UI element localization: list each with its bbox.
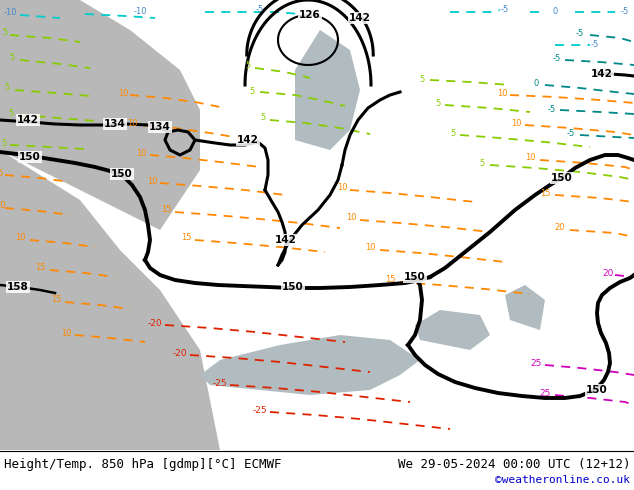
Polygon shape [415, 310, 490, 350]
Text: -25: -25 [212, 378, 228, 388]
Text: -10: -10 [3, 8, 16, 18]
Text: 5: 5 [261, 114, 266, 122]
Polygon shape [0, 0, 200, 230]
Text: 5: 5 [4, 83, 10, 93]
Text: 0: 0 [533, 78, 539, 88]
Text: 5: 5 [0, 169, 3, 177]
Text: 15: 15 [51, 295, 61, 304]
Text: -5: -5 [567, 128, 575, 138]
Text: 10: 10 [136, 148, 146, 157]
Polygon shape [200, 335, 420, 395]
Text: 10: 10 [511, 119, 521, 127]
Text: 10: 10 [525, 153, 535, 163]
Text: 10: 10 [146, 176, 157, 186]
Text: 15: 15 [540, 189, 550, 197]
Text: 10: 10 [15, 234, 25, 243]
Text: 5: 5 [419, 74, 425, 83]
Text: 5: 5 [3, 28, 8, 38]
Text: 10: 10 [365, 244, 375, 252]
Text: 142: 142 [237, 135, 259, 145]
Text: 5: 5 [450, 128, 456, 138]
Text: 0: 0 [552, 7, 558, 17]
Text: 158: 158 [7, 282, 29, 292]
Text: 142: 142 [17, 115, 39, 125]
Text: 15: 15 [181, 234, 191, 243]
Text: 5: 5 [8, 108, 13, 118]
Text: 5: 5 [479, 158, 484, 168]
Text: 10: 10 [61, 328, 71, 338]
Text: 10: 10 [127, 119, 137, 127]
Text: -25: -25 [253, 406, 268, 415]
Text: -5: -5 [553, 54, 561, 64]
Text: 150: 150 [551, 173, 573, 183]
Polygon shape [505, 285, 545, 330]
Text: 134: 134 [104, 119, 126, 129]
Text: 15: 15 [35, 264, 45, 272]
Text: 10: 10 [337, 183, 347, 193]
Text: We 29-05-2024 00:00 UTC (12+12): We 29-05-2024 00:00 UTC (12+12) [398, 458, 630, 470]
Text: 15: 15 [385, 275, 395, 285]
Text: -5: -5 [548, 104, 556, 114]
Text: 150: 150 [404, 272, 426, 282]
Text: 10: 10 [0, 201, 5, 211]
Text: 5: 5 [436, 98, 441, 107]
Text: 10: 10 [497, 89, 507, 98]
Text: 25: 25 [530, 359, 541, 368]
Text: -5: -5 [621, 7, 629, 17]
Text: -20: -20 [148, 318, 162, 327]
Text: -5: -5 [591, 41, 599, 49]
Text: 150: 150 [19, 152, 41, 162]
Text: 126: 126 [299, 10, 321, 20]
Text: 20: 20 [555, 223, 566, 232]
Text: -5: -5 [576, 29, 584, 39]
Text: -5: -5 [256, 5, 264, 15]
Polygon shape [295, 30, 360, 150]
Text: -5: -5 [501, 5, 509, 15]
Text: 142: 142 [591, 69, 613, 79]
Text: -10: -10 [133, 7, 146, 17]
Text: 20: 20 [602, 269, 614, 277]
Polygon shape [0, 150, 220, 450]
Text: 134: 134 [149, 122, 171, 132]
Text: 5: 5 [1, 139, 6, 147]
Text: 15: 15 [161, 205, 171, 215]
Text: 5: 5 [245, 62, 250, 71]
Text: 142: 142 [275, 235, 297, 245]
Text: 5: 5 [10, 53, 15, 63]
Text: ©weatheronline.co.uk: ©weatheronline.co.uk [495, 475, 630, 485]
Text: 142: 142 [349, 13, 371, 23]
Text: 5: 5 [249, 87, 255, 96]
Text: 150: 150 [586, 385, 608, 395]
Text: Height/Temp. 850 hPa [gdmp][°C] ECMWF: Height/Temp. 850 hPa [gdmp][°C] ECMWF [4, 458, 281, 470]
Text: 25: 25 [540, 389, 551, 397]
Text: 10: 10 [346, 214, 356, 222]
Text: 150: 150 [111, 169, 133, 179]
Text: -20: -20 [172, 348, 187, 358]
Text: 10: 10 [118, 89, 128, 98]
Text: 150: 150 [282, 282, 304, 292]
